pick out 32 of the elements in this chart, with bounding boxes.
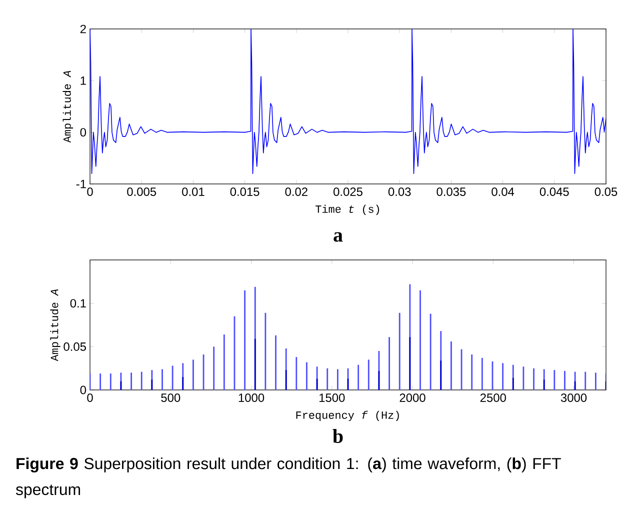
text: b — [332, 428, 343, 443]
y-tick-label: 0.05 — [64, 342, 86, 351]
x-tick-label: 1000 — [238, 394, 264, 402]
y-tick-label: 0 — [80, 128, 86, 137]
x-tick-label: 0.035 — [436, 188, 466, 196]
x-axis-title: Time t (s) — [316, 204, 380, 216]
x-tick-label: 0 — [87, 188, 93, 196]
x-tick-label: 2500 — [480, 394, 506, 402]
x-tick-label: 0.045 — [540, 188, 569, 196]
x-tick-label: 0 — [87, 394, 93, 402]
x-tick-label: 0.015 — [230, 188, 260, 196]
x-tick-label: 0.05 — [594, 188, 618, 196]
text: Figure 9 Superposition result under condition 1: (a) time waveform, (b) FFT spectrum — [16, 458, 561, 498]
x-tick-label: 500 — [161, 394, 180, 402]
y-axis-title: Amplitude A — [50, 289, 60, 362]
x-tick-label: 0.025 — [334, 188, 362, 196]
x-tick-label: 0.03 — [388, 188, 411, 196]
x-tick-label: 3000 — [560, 394, 587, 402]
y-tick-label: 0.1 — [70, 299, 86, 308]
y-tick-label: 1 — [80, 76, 86, 85]
x-tick-label: 0.02 — [285, 188, 308, 196]
text: a — [334, 232, 343, 242]
y-tick-label: -1 — [76, 180, 86, 188]
x-tick-label: 2000 — [400, 394, 426, 402]
x-tick-label: 1500 — [319, 394, 345, 402]
x-tick-label: 0.04 — [492, 188, 514, 196]
x-tick-label: 0.01 — [182, 188, 204, 196]
y-axis-title: Amplitude A — [62, 70, 74, 143]
y-tick-label: 0 — [80, 386, 86, 394]
y-tick-label: 2 — [80, 24, 86, 34]
x-tick-label: 0.005 — [127, 188, 156, 196]
x-axis-title: Frequency f (Hz) — [296, 410, 399, 422]
